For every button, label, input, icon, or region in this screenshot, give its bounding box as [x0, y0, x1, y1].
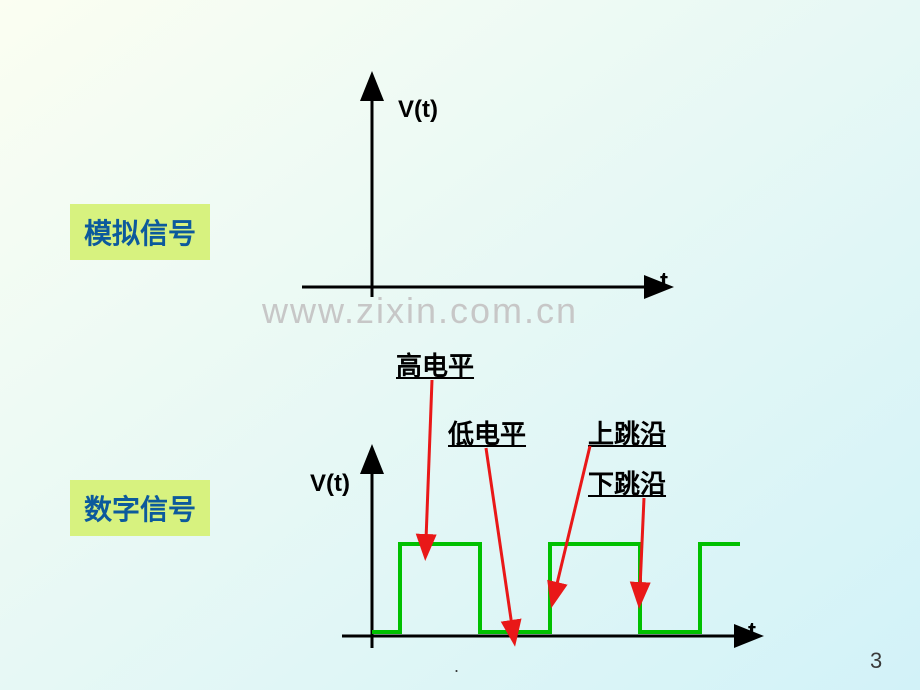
footer-dot: .: [454, 656, 459, 677]
page-number: 3: [870, 648, 882, 674]
annotation-arrows: [0, 0, 920, 690]
